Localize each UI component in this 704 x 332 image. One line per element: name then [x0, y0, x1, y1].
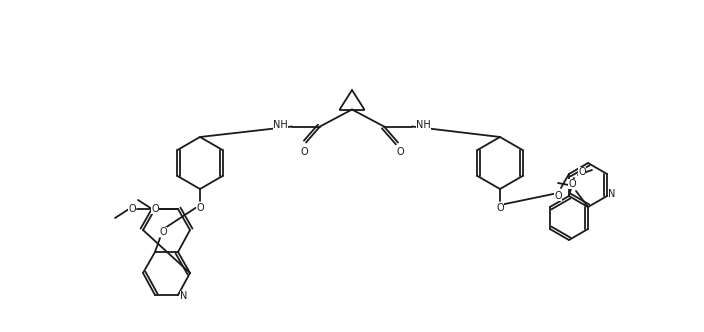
Text: O: O	[196, 203, 204, 213]
Text: O: O	[578, 167, 586, 177]
Text: O: O	[128, 204, 136, 214]
Text: O: O	[159, 227, 167, 237]
Text: O: O	[568, 179, 576, 189]
Text: O: O	[554, 191, 562, 201]
Text: O: O	[496, 203, 504, 213]
Text: N: N	[180, 291, 188, 301]
Text: O: O	[396, 146, 404, 156]
Text: NH: NH	[273, 120, 288, 129]
Text: O: O	[300, 146, 308, 156]
Text: NH: NH	[416, 120, 431, 129]
Text: O: O	[151, 204, 159, 214]
Text: N: N	[608, 189, 616, 199]
